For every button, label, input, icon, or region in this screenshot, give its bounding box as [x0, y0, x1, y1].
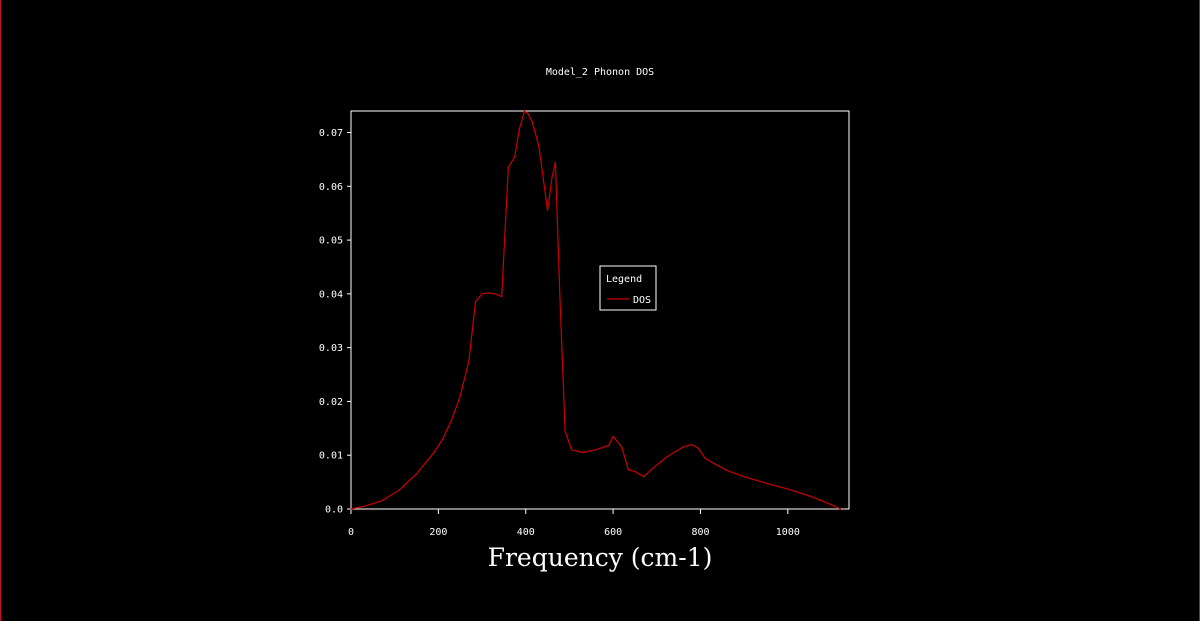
data-point-dos: [481, 293, 483, 295]
data-point-dos: [704, 457, 706, 459]
x-tick-label: 0: [348, 527, 354, 538]
legend-title: Legend: [606, 274, 642, 285]
legend[interactable]: Legend DOS: [599, 265, 657, 311]
data-point-dos: [743, 476, 745, 478]
data-point-dos: [546, 209, 549, 212]
x-tick-label: 800: [691, 527, 709, 538]
data-point-dos: [621, 446, 623, 448]
data-point-dos: [527, 113, 529, 115]
data-point-dos: [571, 449, 573, 451]
legend-box: [599, 265, 657, 311]
data-point-dos: [830, 504, 833, 506]
data-point-dos: [787, 488, 789, 490]
data-point-dos: [507, 166, 509, 169]
y-tick-label: 0.03: [319, 343, 343, 354]
data-point-dos: [712, 462, 715, 464]
data-point-dos: [542, 177, 544, 179]
data-point-dos: [531, 121, 533, 123]
y-tick-label: 0.05: [319, 236, 343, 247]
x-axis-label: Frequency (cm-1): [488, 543, 713, 572]
data-point-dos: [691, 443, 693, 446]
data-point-dos: [538, 145, 540, 147]
data-point-dos: [474, 301, 477, 303]
chart-title: Model_2 Phonon DOS: [546, 67, 654, 78]
x-axis: 0 200 400 600 800 1000: [348, 509, 800, 538]
y-axis: 0.0 0.01 0.02 0.03 0.04 0.05 0.06 0.07: [319, 128, 351, 516]
data-point-dos: [554, 161, 557, 163]
legend-entry-dos: DOS: [633, 295, 651, 306]
series-points-dos: [350, 110, 841, 510]
data-point-dos: [697, 447, 699, 449]
data-point-dos: [518, 129, 520, 131]
data-point-dos: [664, 457, 667, 459]
data-point-dos: [380, 500, 383, 502]
data-point-dos: [682, 446, 684, 448]
data-point-dos: [433, 451, 435, 454]
data-point-dos: [501, 295, 503, 298]
data-point-dos: [608, 444, 610, 447]
x-tick-label: 600: [604, 527, 622, 538]
y-tick-label: 0.01: [319, 451, 343, 462]
data-point-dos: [494, 293, 496, 295]
data-point-dos: [459, 395, 461, 397]
data-point-dos: [468, 360, 470, 362]
y-tick-label: 0.04: [319, 289, 343, 300]
data-point-dos: [643, 476, 645, 478]
data-point-dos: [363, 505, 365, 507]
y-tick-label: 0.07: [319, 128, 343, 139]
data-point-dos: [415, 473, 418, 475]
data-point-dos: [564, 430, 566, 432]
data-point-dos: [551, 177, 553, 179]
y-tick-label: 0.06: [319, 182, 343, 193]
window-left-edge: [0, 0, 1, 621]
data-point-dos: [651, 468, 654, 470]
x-tick-label: 1000: [776, 527, 800, 538]
data-point-dos: [839, 508, 841, 510]
data-point-dos: [581, 451, 584, 454]
data-point-dos: [809, 495, 811, 497]
data-point-dos: [350, 508, 352, 510]
y-tick-label: 0.02: [319, 397, 343, 408]
data-point-dos: [398, 489, 400, 491]
data-point-dos: [488, 292, 490, 294]
y-tick-label: 0.0: [325, 505, 343, 516]
data-point-dos: [523, 110, 526, 112]
data-point-dos: [634, 470, 636, 472]
data-point-dos: [559, 293, 561, 295]
plot-frame: [350, 110, 850, 510]
data-point-dos: [595, 449, 597, 451]
data-point-dos: [612, 435, 614, 437]
data-point-dos: [442, 438, 444, 440]
data-point-dos: [627, 469, 629, 471]
data-point-dos: [726, 469, 728, 471]
x-tick-label: 200: [429, 527, 447, 538]
data-point-dos: [765, 482, 767, 484]
x-tick-label: 400: [517, 527, 535, 538]
data-point-dos: [514, 156, 516, 158]
data-point-dos: [450, 419, 453, 421]
